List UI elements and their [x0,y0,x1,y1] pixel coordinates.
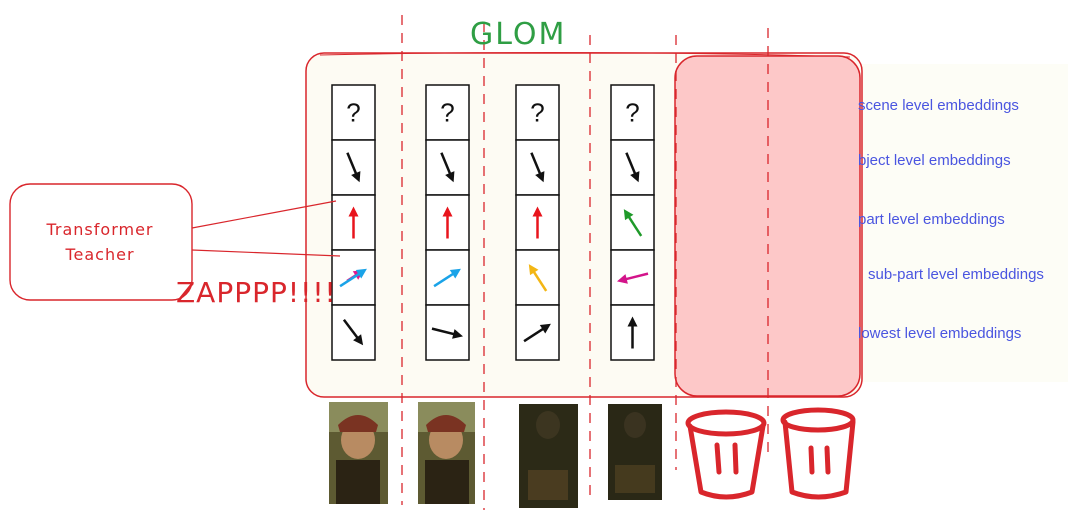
level-label-lowest: lowest level embeddings [858,325,1021,342]
unknown-marker: ? [625,98,639,128]
arrow-shaft [625,152,638,178]
arrow-shaft [523,326,547,343]
embedding-cell [425,84,470,141]
arrow-shaft [339,271,363,288]
arrow-head [355,268,367,279]
embedding-cell [331,304,376,361]
arrow-shaft [346,152,359,178]
arrow-shaft [433,271,457,288]
arrow-head [627,316,638,327]
unknown-marker: ? [346,98,360,128]
level-label-scene: scene level embeddings [858,97,1019,114]
arrow-head [532,206,543,217]
arrow-shaft [342,318,361,342]
embedding-column: ? [331,84,376,361]
arrow-head [351,171,361,183]
teacher-connector-top [191,200,337,229]
title-glom: GLOM [470,17,566,52]
arrow-head [449,268,461,279]
arrow-head [539,323,551,334]
embedding-cell [331,84,376,141]
arrow-head [623,209,634,221]
unknown-marker: ? [530,98,544,128]
unknown-marker: ? [440,98,454,128]
arrow-head [528,264,539,276]
embedding-cell [610,84,655,141]
thumbnail-image [418,402,475,504]
arrow-head [630,171,640,183]
transformer-teacher-label-line1: Transformer [45,220,153,239]
arrow-head [445,171,455,183]
transformer-teacher-label-line2: Teacher [64,245,134,264]
arrow-head [348,206,359,217]
dashed-separators [401,15,769,510]
arrow-head [452,329,464,339]
arrow-shaft [622,272,649,282]
arrow-head [616,274,628,284]
embedding-column: ? [425,84,470,361]
arrow-shaft [531,268,548,292]
arrow-head [535,171,545,183]
transformer-teacher-box [9,183,193,301]
trash-can-icon [780,407,856,500]
arrow-head [353,334,364,346]
arrow-head [442,206,453,217]
thumbnail-image [329,402,388,504]
level-label-subpart: sub-part level embeddings [868,266,1044,283]
level-label-object: bject level embeddings [858,152,1011,169]
thumbnails [329,402,662,508]
embedding-column: ? [515,84,560,361]
embedding-column: ? [610,84,655,361]
thumbnail-image [608,404,662,500]
thumbnail-image [519,404,578,508]
arrow-shaft [530,152,543,178]
container-sketch-line [319,52,851,58]
arrow-shaft [431,327,458,337]
level-label-part: part level embeddings [858,211,1005,228]
arrow-shaft [626,213,643,237]
zap-text: ZAPPPP!!!! [176,276,337,309]
teacher-connector-mid [191,249,341,257]
arrow-shaft [440,152,453,178]
embedding-columns: ???? [331,84,655,361]
trash-can-icon [685,409,767,500]
